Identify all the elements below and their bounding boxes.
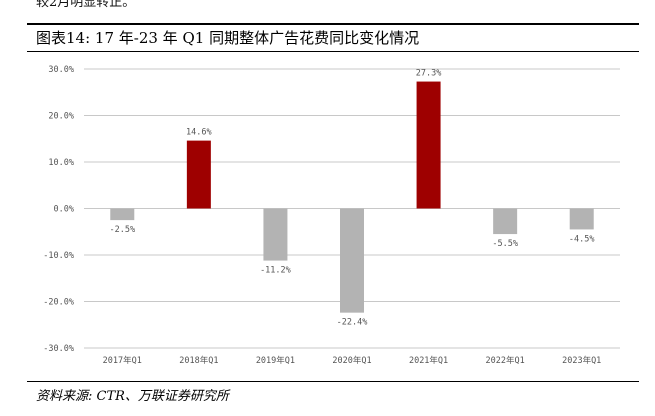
- figure-title: 图表14: 17 年-23 年 Q1 同期整体广告花费同比变化情况: [36, 29, 420, 47]
- y-tick-label: -30.0%: [43, 344, 74, 354]
- previous-paragraph-text: 较2月明显转正。: [36, 0, 136, 10]
- y-tick-label: 0.0%: [54, 205, 74, 215]
- bar: [340, 208, 364, 313]
- bar: [186, 140, 211, 209]
- bar: [569, 208, 594, 230]
- bar: [493, 208, 518, 235]
- x-tick-label: 2018年Q1: [179, 355, 218, 366]
- x-tick-label: 2017年Q1: [103, 355, 142, 366]
- data-label: -11.2%: [260, 266, 291, 276]
- bar: [110, 208, 135, 221]
- bar: [416, 81, 441, 209]
- title-bottom-rule: [27, 51, 639, 52]
- source-note: 资料来源: CTR、万联证券研究所: [36, 389, 229, 404]
- data-label: 27.3%: [416, 69, 442, 79]
- x-tick-label: 2023年Q1: [562, 355, 601, 366]
- data-label: -4.5%: [569, 234, 595, 244]
- title-top-rule: [27, 23, 639, 25]
- x-tick-label: 2020年Q1: [332, 355, 371, 366]
- y-tick-label: 10.0%: [48, 158, 74, 168]
- x-tick-label: 2021年Q1: [409, 355, 448, 366]
- bar: [263, 208, 288, 261]
- y-tick-label: -20.0%: [43, 298, 74, 308]
- x-tick-label: 2019年Q1: [256, 355, 295, 366]
- data-label: -22.4%: [337, 318, 368, 328]
- data-label: 14.6%: [186, 128, 212, 138]
- y-tick-label: 30.0%: [48, 65, 74, 75]
- data-label: -2.5%: [109, 225, 135, 235]
- source-top-rule: [27, 381, 639, 382]
- x-tick-label: 2022年Q1: [486, 355, 525, 366]
- y-tick-label: 20.0%: [48, 112, 74, 122]
- data-label: -5.5%: [492, 239, 518, 249]
- y-tick-label: -10.0%: [43, 251, 74, 261]
